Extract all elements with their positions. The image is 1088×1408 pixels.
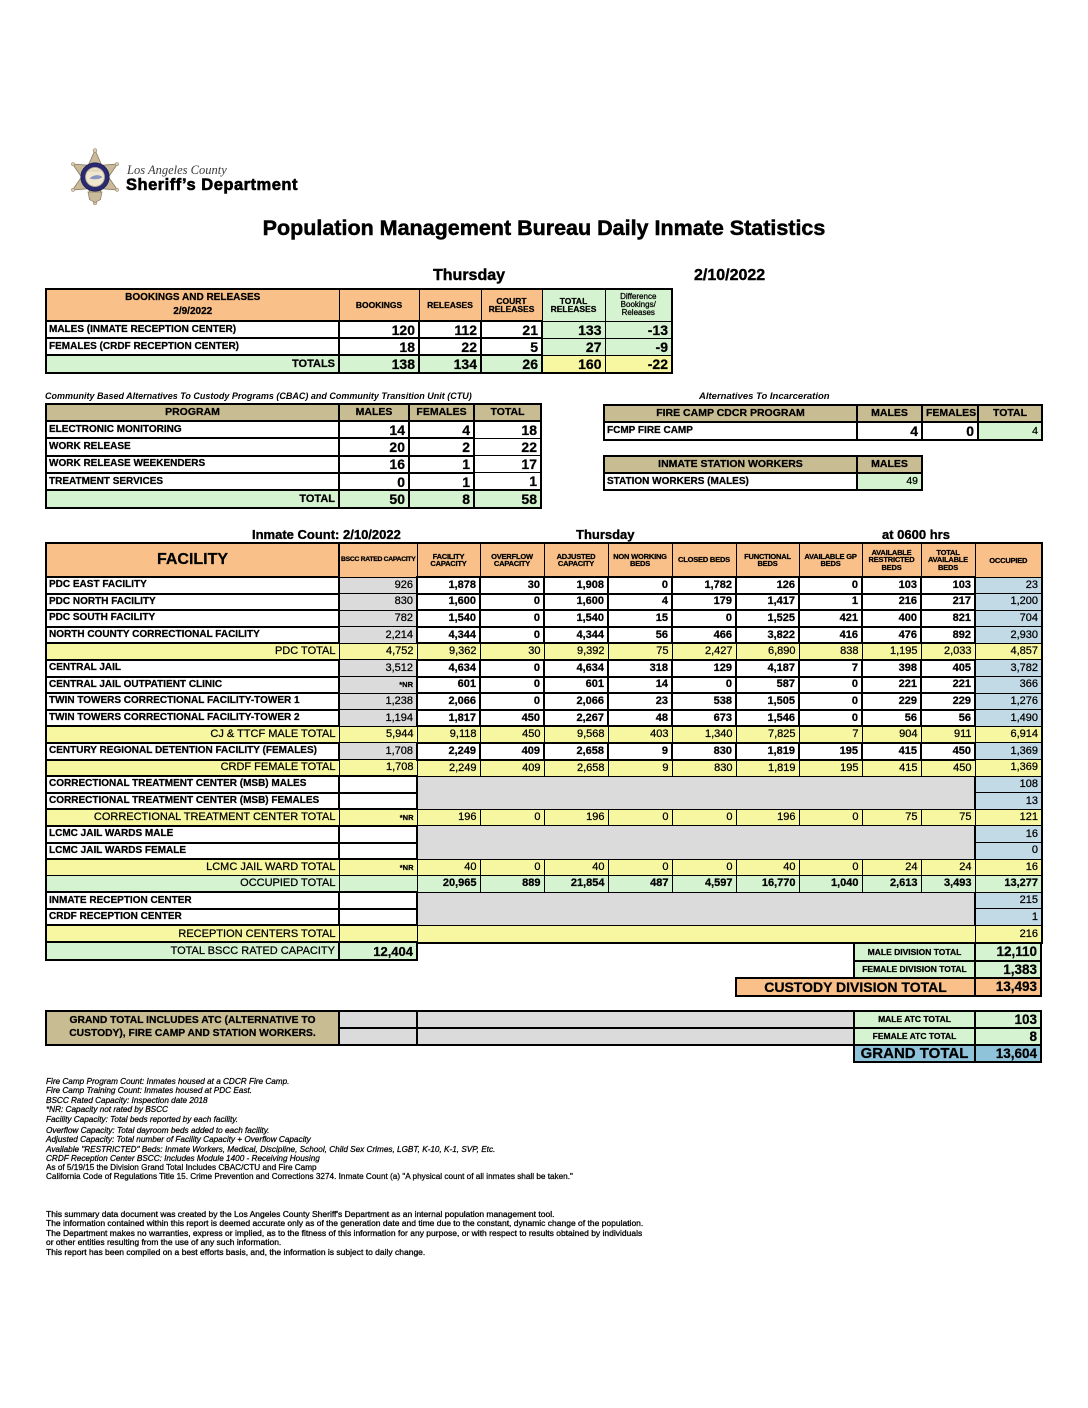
svg-text:SHERIFF: SHERIFF (88, 169, 102, 173)
